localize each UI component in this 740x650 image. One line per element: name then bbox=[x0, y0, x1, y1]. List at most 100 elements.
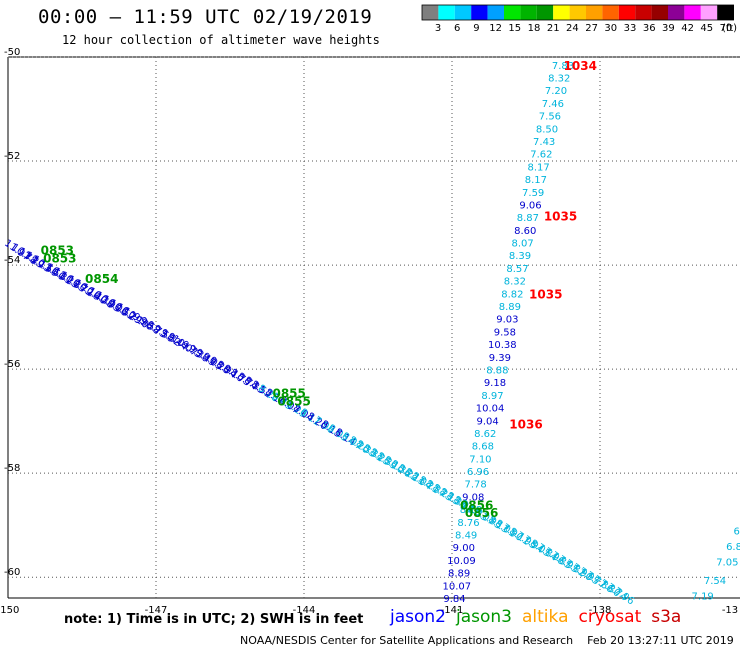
colorbar-swatch bbox=[504, 5, 521, 20]
time-label: 0853 bbox=[41, 243, 74, 257]
chart-title: 00:00 – 11:59 UTC 02/19/2019 bbox=[38, 6, 373, 28]
swh-label: 8.17 bbox=[525, 175, 547, 186]
swh-label: 10.04 bbox=[476, 404, 505, 415]
swh-label: 7.05 bbox=[716, 558, 738, 569]
x-tick-label: -141 bbox=[441, 605, 464, 616]
swh-label: 8.32 bbox=[548, 73, 570, 84]
swh-label: 9.08 bbox=[462, 492, 484, 503]
swh-label: 7.43 bbox=[533, 137, 555, 148]
legend-cryosat: cryosat bbox=[578, 607, 642, 627]
swh-label: 8.89 bbox=[448, 569, 470, 580]
swh-label: 7.56 bbox=[539, 112, 561, 123]
swh-label: 7.46 bbox=[542, 99, 564, 110]
swh-label: 8.17 bbox=[527, 162, 549, 173]
legend-altika: altika bbox=[522, 607, 569, 627]
swh-label: 8.49 bbox=[455, 531, 477, 542]
swh-label: 7.20 bbox=[545, 86, 567, 97]
swh-label: 9.06 bbox=[519, 200, 541, 211]
colorbar-swatch bbox=[602, 5, 619, 20]
colorbar-swatch bbox=[618, 5, 636, 20]
legend-s3a: s3a bbox=[651, 607, 682, 627]
y-tick-label: -58 bbox=[4, 463, 20, 474]
swh-label: 6.24 bbox=[733, 526, 740, 537]
legend-jason2: jason2 bbox=[390, 607, 446, 627]
time-label: 0856 bbox=[465, 506, 498, 520]
colorbar-tick-label: 39 bbox=[662, 23, 675, 34]
swh-label: 8.62 bbox=[474, 429, 496, 440]
colorbar-swatch bbox=[717, 5, 734, 20]
swh-label: 8.57 bbox=[506, 264, 528, 275]
swh-label: 8.32 bbox=[504, 277, 526, 288]
colorbar-tick-label: 27 bbox=[585, 23, 598, 34]
swh-label: 9.58 bbox=[494, 327, 516, 338]
satellite-legend: jason2 jason3 altika cryosat s3a bbox=[390, 607, 691, 627]
swh-label: 6.88 bbox=[726, 542, 740, 553]
colorbar-swatch bbox=[586, 5, 603, 20]
swh-label: 9.03 bbox=[496, 315, 518, 326]
x-tick-label: -138 bbox=[589, 605, 612, 616]
colorbar-tick-label: 42 bbox=[681, 23, 694, 34]
colorbar-tick-label: 30 bbox=[604, 23, 617, 34]
swh-label: 6.96 bbox=[467, 467, 489, 478]
swh-label: 8.97 bbox=[481, 391, 503, 402]
colorbar-swatch bbox=[422, 5, 439, 20]
colorbar-tick-label: 36 bbox=[643, 23, 656, 34]
swh-label: 8.82 bbox=[501, 289, 523, 300]
colorbar-swatch bbox=[536, 5, 554, 20]
time-label: 0855 bbox=[277, 394, 310, 408]
swh-label: 7.96 bbox=[612, 586, 637, 608]
swh-label: 10.07 bbox=[442, 581, 471, 592]
colorbar-tick-label: 70 bbox=[720, 23, 733, 34]
swh-label: 8.60 bbox=[514, 226, 536, 237]
colorbar-tick-label: 6 bbox=[454, 23, 460, 34]
swh-label: 8.76 bbox=[457, 518, 479, 529]
colorbar-tick-label: 33 bbox=[624, 23, 637, 34]
footer-note: note: 1) Time is in UTC; 2) SWH is in fe… bbox=[64, 612, 364, 627]
swh-label: 9.39 bbox=[489, 353, 511, 364]
swh-label: 9.84 bbox=[443, 594, 465, 605]
y-tick-label: -54 bbox=[4, 255, 20, 266]
time-label: 1036 bbox=[509, 418, 542, 432]
time-label: 0853 bbox=[43, 251, 76, 265]
swh-label: 8.89 bbox=[499, 302, 521, 313]
swh-label: 10.38 bbox=[488, 340, 517, 351]
colorbar-tick-label: 15 bbox=[508, 23, 521, 34]
colorbar-tick-label: 21 bbox=[547, 23, 560, 34]
colorbar-tick-label: 24 bbox=[566, 23, 579, 34]
colorbar-tick-label: 9 bbox=[473, 23, 479, 34]
colorbar-frame bbox=[421, 4, 735, 21]
x-tick-label: -147 bbox=[145, 605, 168, 616]
y-tick-label: -60 bbox=[4, 567, 20, 578]
colorbar-unit: (ft) bbox=[722, 23, 737, 34]
swh-label: 8.39 bbox=[509, 251, 531, 262]
time-label: 0856 bbox=[460, 498, 493, 512]
colorbar-tick-label: 12 bbox=[489, 23, 502, 34]
colorbar-swatch bbox=[454, 5, 472, 20]
swh-label: 7.78 bbox=[465, 480, 487, 491]
colorbar-tick-label: 45 bbox=[700, 23, 713, 34]
colorbar-swatch bbox=[520, 5, 537, 20]
swh-label: 9.04 bbox=[477, 416, 499, 427]
colorbar-swatch bbox=[569, 5, 586, 20]
colorbar-swatch bbox=[471, 5, 488, 20]
colorbar-tick-label: 3 bbox=[435, 23, 441, 34]
x-tick-label: -144 bbox=[293, 605, 316, 616]
x-tick-label: -150 bbox=[0, 605, 19, 616]
swh-label: 7.19 bbox=[692, 591, 714, 602]
colorbar-swatch bbox=[487, 5, 504, 20]
swh-label: 8.18 bbox=[460, 505, 482, 516]
legend-jason3: jason3 bbox=[456, 607, 512, 627]
time-label: 1034 bbox=[564, 59, 597, 73]
colorbar-swatch bbox=[553, 5, 570, 20]
swh-label: 9.18 bbox=[484, 378, 506, 389]
colorbar-tick-label: 18 bbox=[528, 23, 541, 34]
swh-label: 7.10 bbox=[469, 454, 491, 465]
time-label: 1035 bbox=[544, 210, 577, 224]
colorbar-swatch bbox=[438, 5, 455, 20]
swh-label: 8.87 bbox=[517, 213, 539, 224]
colorbar-swatch bbox=[684, 5, 701, 20]
x-tick-label: -13 bbox=[722, 605, 738, 616]
time-label: 0855 bbox=[272, 387, 305, 401]
y-tick-label: -50 bbox=[4, 47, 20, 58]
time-label: 1035 bbox=[529, 288, 562, 302]
